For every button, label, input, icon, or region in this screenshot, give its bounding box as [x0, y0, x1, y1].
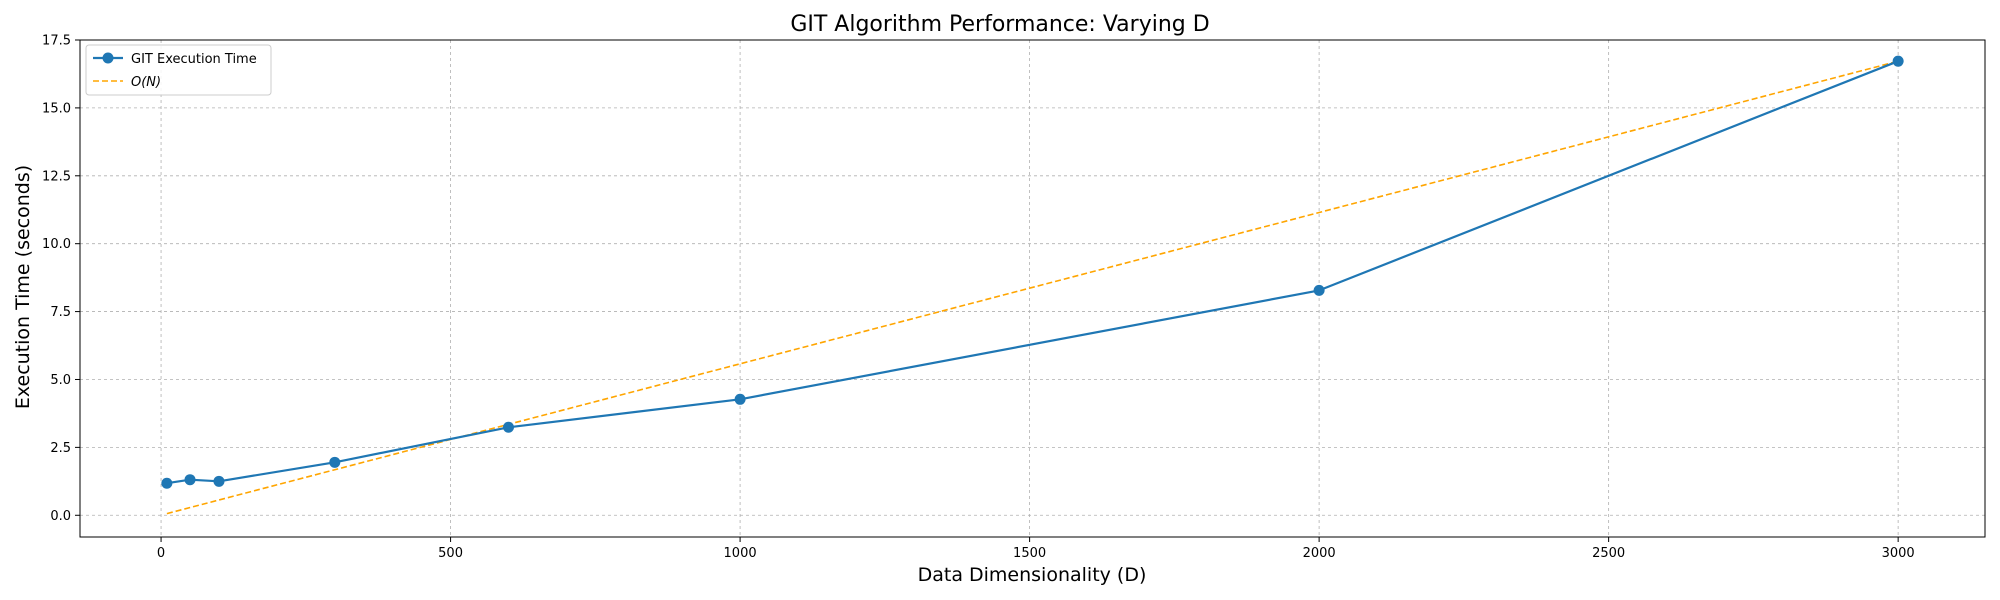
- legend-marker-git: [102, 52, 114, 64]
- git-data-point: [213, 475, 225, 487]
- x-tick-label: 2500: [1592, 546, 1625, 561]
- git-data-point: [1892, 55, 1904, 67]
- series-layer: [161, 55, 1904, 515]
- x-tick-label: 500: [438, 546, 463, 561]
- legend: GIT Execution Time O(N): [85, 44, 272, 96]
- legend-label-git: GIT Execution Time: [131, 52, 257, 67]
- x-tick-label: 0: [157, 546, 165, 561]
- y-tick-label: 17.5: [42, 34, 71, 49]
- y-axis-label: Execution Time (seconds): [12, 165, 34, 409]
- git-data-point: [734, 393, 746, 405]
- x-tick-label: 3000: [1882, 546, 1915, 561]
- git-data-point: [329, 456, 341, 468]
- git-data-point: [184, 474, 196, 486]
- legend-label-on: O(N): [131, 75, 161, 90]
- y-tick-label: 0.0: [50, 509, 71, 524]
- x-tick-label: 1000: [724, 546, 757, 561]
- axis-ticks: 0 500 1000 1500 2000 2500 3000 0.0 2.5 5.0 7.5 10.0…: [42, 34, 1915, 562]
- y-tick-label: 5.0: [50, 373, 71, 388]
- x-axis-label: Data Dimensionality (D): [918, 564, 1147, 586]
- y-tick-label: 2.5: [50, 441, 71, 456]
- y-tick-label: 12.5: [42, 169, 71, 184]
- y-tick-label: 10.0: [42, 237, 71, 252]
- chart-title: GIT Algorithm Performance: Varying D: [790, 12, 1209, 37]
- git-data-point: [502, 421, 514, 433]
- x-tick-label: 2000: [1303, 546, 1336, 561]
- x-tick-label: 1500: [1013, 546, 1046, 561]
- y-tick-label: 15.0: [42, 101, 71, 116]
- git-data-point: [161, 477, 173, 489]
- plot-frame: [79, 39, 1986, 538]
- legend-box: [85, 44, 272, 96]
- git-data-point: [1313, 284, 1325, 296]
- y-tick-label: 7.5: [50, 305, 71, 320]
